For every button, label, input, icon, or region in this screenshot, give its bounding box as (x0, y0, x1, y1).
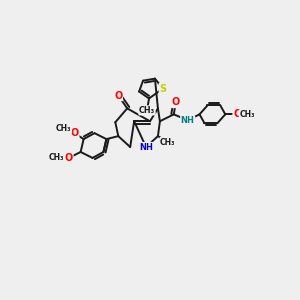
Text: S: S (159, 84, 167, 94)
Text: NH: NH (181, 116, 195, 125)
Text: O: O (233, 109, 241, 119)
Text: O: O (70, 128, 79, 138)
Text: O: O (172, 98, 180, 107)
Text: CH₃: CH₃ (49, 153, 64, 162)
Text: CH₃: CH₃ (239, 110, 255, 119)
Text: O: O (64, 153, 73, 163)
Text: CH₃: CH₃ (160, 138, 176, 147)
Text: O: O (114, 91, 122, 100)
Text: NH: NH (139, 142, 153, 152)
Text: CH₃: CH₃ (56, 124, 72, 133)
Text: CH₃: CH₃ (139, 106, 155, 115)
